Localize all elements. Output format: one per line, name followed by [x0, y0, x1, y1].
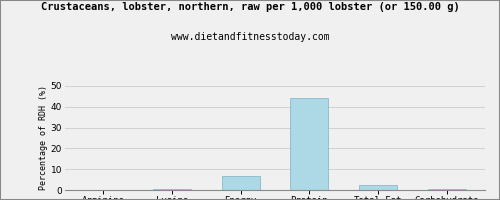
Bar	[428, 189, 466, 190]
Bar	[360, 185, 397, 190]
Text: Crustaceans, lobster, northern, raw per 1,000 lobster (or 150.00 g): Crustaceans, lobster, northern, raw per …	[40, 2, 460, 12]
Bar	[153, 189, 190, 190]
Bar	[222, 176, 260, 190]
Y-axis label: Percentage of RDH (%): Percentage of RDH (%)	[39, 86, 48, 190]
Bar	[290, 98, 329, 190]
Text: www.dietandfitnesstoday.com: www.dietandfitnesstoday.com	[170, 32, 330, 42]
